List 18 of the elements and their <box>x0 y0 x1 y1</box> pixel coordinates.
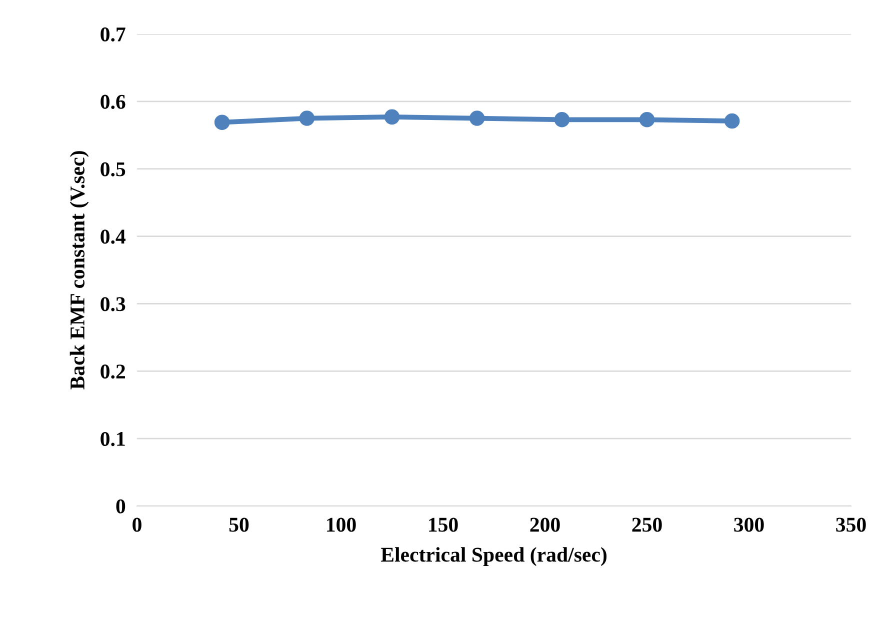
x-tick-label: 100 <box>327 518 356 532</box>
x-tick-label: 350 <box>836 518 866 532</box>
x-tick-label: 300 <box>734 518 764 532</box>
y-tick-label: 0.3 <box>100 297 126 312</box>
y-tick-label: 0.6 <box>100 94 126 109</box>
y-tick-label: 0.2 <box>100 364 125 379</box>
y-tick-label: 0.5 <box>100 162 126 176</box>
x-tick-label: 150 <box>429 518 458 532</box>
y-tick-label: 0 <box>116 499 126 514</box>
x-tick-label: 250 <box>632 518 662 532</box>
x-tick-label: 200 <box>530 518 560 532</box>
y-tick-label: 0.7 <box>100 27 126 42</box>
y-tick-label: 0.4 <box>100 230 126 244</box>
x-tick-label: 0 <box>132 518 142 532</box>
y-tick-label: 0.1 <box>100 432 125 446</box>
x-tick-label: 50 <box>229 518 249 532</box>
y-axis-title: Back EMF constant (V.sec) <box>70 151 89 390</box>
x-axis-title: Electrical Speed (rad/sec) <box>380 547 606 566</box>
